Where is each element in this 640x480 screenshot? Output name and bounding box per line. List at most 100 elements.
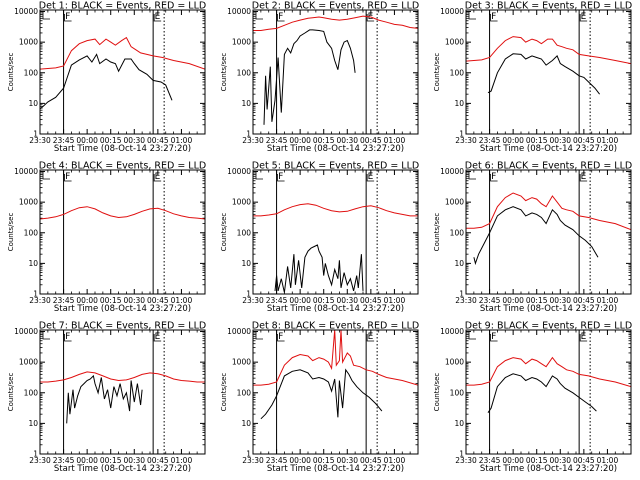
- x-tick-label: 23:45: [479, 136, 501, 145]
- x-tick-label: 23:30: [242, 136, 264, 145]
- x-tick-label: 23:30: [29, 456, 51, 465]
- y-tick-label: 10: [454, 259, 464, 268]
- plot-frame: [465, 9, 632, 135]
- y-tick-label: 1: [246, 290, 251, 299]
- series-events-line: [274, 244, 364, 293]
- x-tick-label: 23:45: [53, 296, 75, 305]
- x-tick-label: 01:00: [171, 296, 193, 305]
- y-tick-label: 1: [459, 130, 464, 139]
- series-events-line: [40, 53, 173, 110]
- marker-flag: [579, 14, 588, 22]
- marker-label: F: [491, 332, 496, 342]
- x-tick-label: 00:15: [313, 136, 335, 145]
- marker-label: F: [278, 332, 283, 342]
- marker-flag: [366, 174, 375, 182]
- x-tick-label: 00:45: [360, 296, 382, 305]
- corner-flag: [468, 12, 476, 20]
- series-lld-line: [40, 371, 205, 383]
- panel-8: Det 8: BLACK = Events, RED = LLD 1 10 100 10…: [220, 321, 419, 475]
- plot-frame: [39, 169, 206, 295]
- series-events-line: [473, 206, 599, 266]
- y-axis-label: Counts/sec: [433, 213, 441, 252]
- y-tick-label: 1000: [445, 358, 464, 367]
- marker-flag: [64, 14, 72, 22]
- marker-label: F: [65, 172, 70, 182]
- y-tick-label: 10000: [440, 167, 464, 176]
- x-tick-label: 23:45: [53, 456, 75, 465]
- x-tick-label: 00:45: [573, 456, 595, 465]
- corner-flag: [255, 12, 263, 20]
- panel-4: Det 4: BLACK = Events, RED = LLD 1 10 100 10…: [7, 161, 206, 315]
- panel-title: Det 3: BLACK = Events, RED = LLD: [465, 1, 632, 12]
- y-tick-label: 100: [24, 68, 39, 77]
- x-tick-label: 00:15: [100, 136, 122, 145]
- x-tick-label: 00:15: [313, 456, 335, 465]
- x-tick-label: 01:00: [384, 136, 406, 145]
- y-tick-label: 10: [28, 259, 38, 268]
- x-tick-label: 23:30: [455, 136, 477, 145]
- x-tick-label: 00:45: [147, 136, 169, 145]
- marker-label: E: [581, 332, 587, 342]
- y-axis-label: Counts/sec: [433, 53, 441, 92]
- y-tick-label: 1000: [232, 358, 251, 367]
- panel-title: Det 4: BLACK = Events, RED = LLD: [39, 161, 206, 172]
- corner-flag: [42, 12, 50, 20]
- series-events-line: [487, 53, 600, 95]
- y-tick-label: 100: [24, 228, 39, 237]
- marker-flag: [153, 14, 162, 22]
- plot-frame: [252, 169, 419, 295]
- y-tick-label: 100: [24, 388, 39, 397]
- x-tick-label: 23:45: [266, 296, 288, 305]
- plot-frame: [252, 329, 419, 455]
- marker-label: E: [581, 12, 587, 22]
- x-tick-label: 00:00: [289, 456, 311, 465]
- x-tick-label: 00:30: [336, 456, 358, 465]
- y-tick-label: 1000: [19, 358, 38, 367]
- y-tick-label: 1: [33, 450, 38, 459]
- panel-title: Det 8: BLACK = Events, RED = LLD: [252, 321, 419, 332]
- y-tick-label: 100: [237, 68, 252, 77]
- x-tick-label: 00:15: [526, 296, 548, 305]
- x-tick-label: 00:45: [360, 456, 382, 465]
- y-tick-label: 10: [241, 419, 251, 428]
- plot-frame: [465, 329, 632, 455]
- x-tick-label: 00:45: [360, 136, 382, 145]
- x-axis-label: Start Time (08-Oct-14 23:27:20): [267, 144, 404, 154]
- x-tick-label: 00:15: [526, 456, 548, 465]
- x-tick-label: 01:00: [597, 456, 619, 465]
- corner-flag: [42, 172, 50, 180]
- x-tick-label: 23:45: [266, 136, 288, 145]
- x-tick-label: 00:00: [76, 136, 98, 145]
- x-tick-label: 00:30: [549, 136, 571, 145]
- series-events-line: [66, 374, 143, 424]
- x-tick-label: 23:30: [455, 296, 477, 305]
- panel-title: Det 6: BLACK = Events, RED = LLD: [465, 161, 632, 172]
- y-tick-label: 10000: [227, 7, 251, 16]
- marker-flag: [490, 334, 498, 342]
- y-tick-label: 100: [450, 68, 465, 77]
- series-lld-line: [40, 206, 205, 220]
- y-tick-label: 10000: [14, 327, 38, 336]
- y-tick-label: 1000: [19, 198, 38, 207]
- x-tick-label: 23:45: [53, 136, 75, 145]
- x-tick-label: 01:00: [171, 136, 193, 145]
- x-tick-label: 00:00: [76, 456, 98, 465]
- series-lld-line: [253, 15, 418, 31]
- panel-title: Det 2: BLACK = Events, RED = LLD: [252, 1, 419, 12]
- x-tick-label: 00:30: [123, 136, 145, 145]
- y-tick-label: 1: [246, 450, 251, 459]
- series-lld-line: [466, 36, 631, 65]
- corner-flag: [255, 172, 263, 180]
- y-axis-label: Counts/sec: [7, 213, 15, 252]
- panel-title: Det 1: BLACK = Events, RED = LLD: [39, 1, 206, 12]
- x-tick-label: 00:30: [549, 296, 571, 305]
- y-tick-label: 1: [459, 290, 464, 299]
- x-tick-label: 00:00: [502, 136, 524, 145]
- plot-frame: [39, 329, 206, 455]
- y-tick-label: 100: [450, 388, 465, 397]
- y-axis-label: Counts/sec: [220, 213, 228, 252]
- series-events-line: [487, 373, 597, 413]
- x-tick-label: 23:30: [242, 296, 264, 305]
- x-tick-label: 01:00: [171, 456, 193, 465]
- x-tick-label: 00:45: [573, 136, 595, 145]
